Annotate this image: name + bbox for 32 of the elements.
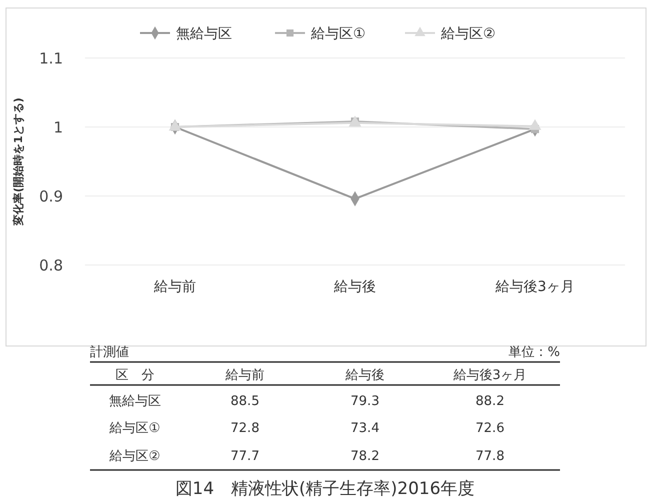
data-label: 88.5 — [230, 394, 260, 409]
data-label: 77.8 — [476, 449, 504, 464]
text: 給与区① — [108, 421, 160, 436]
point — [169, 120, 181, 131]
text: 計測値 — [90, 345, 129, 360]
legend-label: 給与区② — [440, 26, 496, 42]
y-tick-label: 0.8 — [39, 256, 63, 274]
category-label: 給与前 — [224, 368, 264, 383]
data-label: 72.6 — [476, 421, 504, 436]
data-label: 88.2 — [476, 394, 504, 409]
x-tick-label: 給与後 — [333, 279, 376, 295]
legend-label: 給与区① — [310, 26, 366, 42]
x-tick-label: 給与後3ヶ月 — [494, 279, 574, 295]
text: 区 分 — [116, 368, 154, 383]
data-label: 73.4 — [350, 421, 380, 436]
y-tick-label: 1.1 — [39, 49, 63, 68]
text: 給与区② — [108, 449, 160, 464]
legend-label: 無給与区 — [176, 26, 232, 42]
y-tick-label: 0.9 — [39, 187, 63, 206]
data-label: 79.3 — [350, 394, 380, 409]
data-label: 72.8 — [230, 421, 260, 436]
point — [529, 120, 541, 130]
category-label: 給与後3ヶ月 — [452, 368, 527, 383]
y-tick-label: 1 — [53, 118, 63, 136]
caption: 図14 精液性状(精子生存率)2016年度 — [175, 479, 475, 499]
y-axis-title: 変化率(開始時を1とする) — [12, 98, 25, 226]
category-label: 給与後 — [344, 368, 384, 383]
data-label: 78.2 — [350, 449, 380, 464]
text: 単位：% — [508, 345, 560, 360]
x-tick-label: 給与前 — [153, 279, 196, 295]
data-label: 77.7 — [230, 449, 260, 464]
text: 無給与区 — [109, 394, 161, 409]
